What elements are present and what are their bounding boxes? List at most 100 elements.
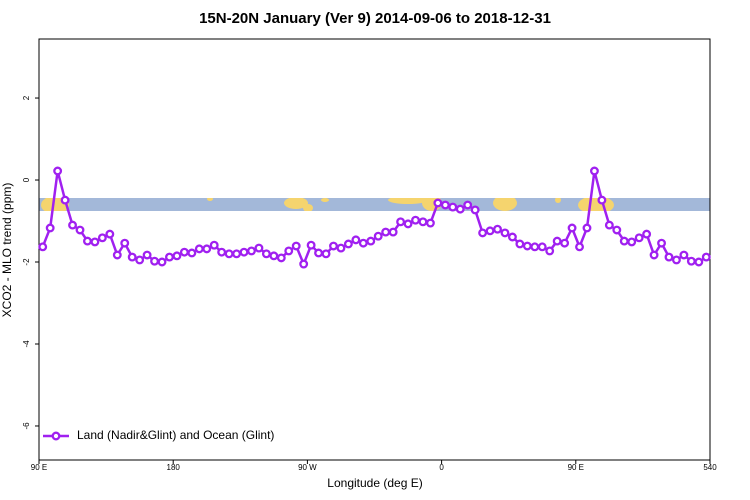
data-point bbox=[45, 223, 55, 233]
data-point bbox=[224, 249, 234, 259]
data-point bbox=[507, 232, 517, 242]
data-point bbox=[612, 225, 622, 235]
data-point bbox=[165, 252, 174, 262]
data-point bbox=[358, 238, 368, 248]
data-point bbox=[597, 195, 607, 205]
legend-marker bbox=[51, 431, 61, 441]
data-point bbox=[306, 240, 316, 250]
data-point bbox=[150, 256, 160, 266]
data-point bbox=[112, 250, 122, 260]
data-point bbox=[254, 243, 264, 253]
data-point bbox=[202, 244, 212, 254]
data-point bbox=[493, 224, 502, 234]
data-point bbox=[582, 223, 592, 233]
data-point bbox=[552, 236, 562, 246]
data-point bbox=[388, 227, 398, 237]
data-point bbox=[38, 242, 48, 252]
data-point bbox=[329, 241, 338, 251]
data-point bbox=[343, 239, 353, 249]
data-point bbox=[336, 243, 346, 253]
data-point bbox=[217, 247, 227, 257]
data-point bbox=[575, 242, 584, 252]
data-point bbox=[664, 252, 674, 262]
data-point bbox=[403, 219, 413, 229]
data-point bbox=[619, 236, 629, 246]
x-tick-label: 90 E bbox=[568, 463, 584, 472]
data-point bbox=[567, 223, 577, 233]
data-point bbox=[194, 244, 204, 254]
data-point bbox=[672, 255, 681, 265]
data-point bbox=[694, 257, 704, 267]
data-point bbox=[269, 251, 279, 261]
y-tick-label: -2 bbox=[22, 258, 31, 266]
x-axis-label: Longitude (deg E) bbox=[327, 476, 422, 490]
data-point bbox=[634, 233, 644, 243]
x-tick-label: 540 bbox=[703, 463, 717, 472]
data-point bbox=[276, 253, 286, 263]
y-tick-label: -6 bbox=[22, 422, 31, 430]
data-point bbox=[657, 238, 666, 248]
data-point bbox=[560, 238, 570, 248]
data-point bbox=[433, 198, 443, 208]
data-point bbox=[463, 200, 473, 210]
series-line bbox=[41, 170, 707, 268]
data-point bbox=[75, 225, 85, 235]
data-point bbox=[418, 217, 428, 227]
data-point bbox=[239, 247, 249, 257]
map-band bbox=[39, 198, 710, 211]
data-point bbox=[120, 238, 130, 248]
data-point bbox=[642, 229, 652, 239]
data-point bbox=[53, 166, 63, 176]
data-point bbox=[470, 205, 480, 215]
data-point bbox=[701, 252, 711, 262]
data-point bbox=[314, 248, 324, 258]
data-point bbox=[299, 259, 309, 269]
legend-label: Land (Nadir&Glint) and Ocean (Glint) bbox=[77, 428, 274, 442]
data-point bbox=[448, 202, 458, 212]
data-point bbox=[351, 235, 361, 245]
data-point bbox=[261, 249, 271, 259]
data-point bbox=[545, 246, 555, 256]
data-point bbox=[425, 218, 435, 228]
data-point bbox=[127, 252, 137, 262]
data-point bbox=[440, 200, 450, 210]
data-point bbox=[604, 220, 614, 230]
data-point bbox=[60, 195, 70, 205]
data-point bbox=[291, 241, 301, 251]
data-point bbox=[321, 249, 331, 259]
data-point bbox=[478, 228, 488, 238]
data-point bbox=[83, 236, 92, 246]
x-tick-label: 90 W bbox=[298, 463, 317, 472]
data-point bbox=[172, 251, 182, 261]
data-point bbox=[627, 237, 637, 247]
data-point bbox=[187, 248, 197, 258]
ocean-band bbox=[39, 198, 710, 211]
x-tick-label: 0 bbox=[439, 463, 444, 472]
data-point bbox=[90, 237, 100, 247]
y-tick-label: -4 bbox=[22, 340, 31, 348]
data-point bbox=[179, 247, 189, 257]
data-point bbox=[135, 255, 145, 265]
data-point bbox=[500, 228, 510, 238]
data-point bbox=[284, 246, 294, 256]
plot-frame bbox=[38, 38, 711, 461]
data-point bbox=[589, 166, 599, 176]
data-point bbox=[68, 220, 77, 230]
data-point bbox=[105, 229, 115, 239]
data-point bbox=[381, 227, 391, 237]
y-axis-label: XCO2 - MLO trend (ppm) bbox=[0, 183, 14, 318]
data-point bbox=[485, 226, 495, 236]
data-point bbox=[411, 215, 420, 225]
data-point bbox=[97, 233, 107, 243]
data-point bbox=[366, 236, 376, 246]
data-point bbox=[515, 239, 525, 249]
x-tick-label: 90 E bbox=[31, 463, 47, 472]
data-point bbox=[209, 240, 219, 250]
data-point bbox=[247, 246, 256, 256]
data-point bbox=[232, 249, 242, 259]
data-point bbox=[142, 250, 152, 260]
data-point bbox=[537, 242, 547, 252]
data-point bbox=[373, 231, 383, 241]
data-point bbox=[522, 241, 532, 251]
